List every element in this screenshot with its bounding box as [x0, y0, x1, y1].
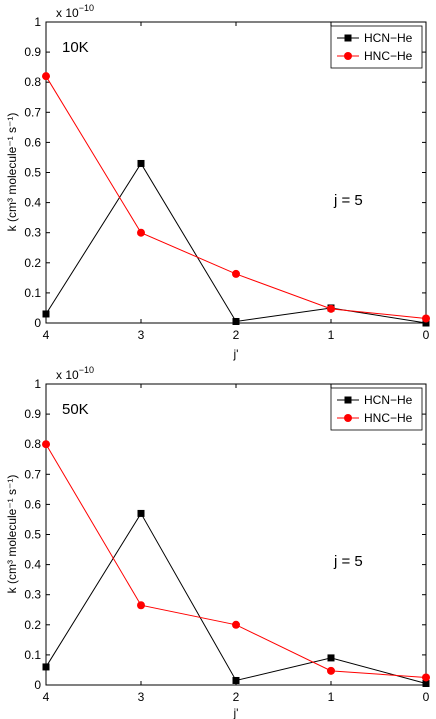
chart-2-y-tick-label: 0.5	[24, 528, 41, 542]
chart-1-y-tick-label: 0.1	[24, 286, 41, 300]
chart-2-y-tick-label: 0.6	[24, 497, 41, 511]
chart-2-x-tick-label: 1	[328, 690, 335, 704]
chart-1-hnc-point	[327, 304, 335, 313]
chart-2-panel-label: 50K	[62, 401, 89, 418]
chart-2-hcn-point	[327, 654, 335, 662]
chart-2-y-tick-label: 0.3	[24, 588, 41, 602]
chart-2-y-tick-label: 0.7	[24, 467, 41, 481]
chart-1-y-tick-label: 0.8	[24, 75, 41, 89]
chart-1-y-tick-label: 0.4	[24, 196, 41, 210]
chart-1-legend-hcn-label: HCN−He	[364, 31, 413, 45]
chart-1-hcn-point	[42, 310, 50, 318]
chart-panel-2: 0 0.1 0.2 0.3 0.4 0.5 0.6 0.7 0.8 0.9 1 4 3 2 1 0 x 10…	[5, 365, 430, 719]
chart-2-legend-box	[330, 387, 423, 431]
chart-1-y-tick-label: 0.5	[24, 166, 41, 180]
chart-1-legend-box	[330, 25, 423, 69]
chart-1-hcn-point	[422, 319, 430, 327]
chart-2-x-tick-label: 3	[138, 690, 145, 704]
chart-1-y-axis-label: k (cm³ molecule⁻¹ s⁻¹)	[5, 113, 19, 232]
chart-2-hcn-point	[137, 509, 145, 517]
chart-1-y-tick-label: 0.7	[24, 105, 41, 119]
chart-1-legend-hnc-label: HNC−He	[364, 49, 413, 63]
chart-2-hcn-point	[42, 663, 50, 671]
chart-2-y-ticks: 0 0.1 0.2 0.3 0.4 0.5 0.6 0.7 0.8 0.9 1	[24, 377, 426, 692]
chart-1-legend-hcn-marker	[344, 34, 352, 42]
chart-1-hnc-point	[42, 72, 50, 81]
chart-1-x-tick-label: 4	[43, 328, 50, 342]
chart-2-y-scale-label: x 10−10	[56, 365, 94, 382]
chart-1-hnc-point	[422, 314, 430, 323]
chart-2-y-tick-label: 0.8	[24, 437, 41, 451]
chart-2-y-axis-label: k (cm³ molecule⁻¹ s⁻¹)	[5, 475, 19, 594]
chart-2-x-tick-label: 2	[233, 690, 240, 704]
chart-1-hnc-point	[232, 269, 240, 278]
chart-1-y-tick-label: 0.9	[24, 45, 41, 59]
chart-2-x-axis-label: j'	[233, 706, 239, 719]
chart-1-hcn-point	[232, 317, 240, 325]
chart-1-y-tick-label: 0.6	[24, 135, 41, 149]
chart-1-x-tick-label: 0	[423, 328, 430, 342]
chart-1-y-ticks: 0 0.1 0.2 0.3 0.4 0.5 0.6 0.7 0.8 0.9 1	[24, 15, 426, 330]
chart-2-hcn-point	[232, 676, 240, 684]
chart-2-y-tick-label: 0.1	[24, 648, 41, 662]
chart-2-legend: HCN−He HNC−He	[330, 387, 423, 431]
chart-2-legend-hcn-label: HCN−He	[364, 393, 413, 407]
chart-1-series	[42, 72, 430, 327]
chart-2-y-tick-label: 1	[34, 377, 41, 391]
chart-1-legend-hnc-marker	[344, 52, 352, 60]
chart-2-hcn-point	[422, 679, 430, 687]
chart-2-x-tick-label: 0	[423, 690, 430, 704]
chart-2-y-tick-label: 0	[34, 678, 41, 692]
chart-1-annotation: j = 5	[333, 192, 363, 209]
chart-1-y-tick-label: 0	[34, 316, 41, 330]
chart-1-panel-label: 10K	[62, 39, 89, 56]
chart-1-y-scale-exponent: −10	[79, 3, 94, 13]
chart-2-y-tick-label: 0.9	[24, 407, 41, 421]
chart-2-legend-hcn-marker	[344, 396, 352, 404]
chart-1-hnc-point	[137, 228, 145, 237]
chart-2-y-tick-label: 0.4	[24, 558, 41, 572]
chart-2-hnc-point	[137, 601, 145, 610]
chart-2-x-tick-label: 4	[43, 690, 50, 704]
chart-2-legend-hnc-label: HNC−He	[364, 411, 413, 425]
chart-2-annotation: j = 5	[333, 553, 363, 570]
chart-1-legend: HCN−He HNC−He	[330, 25, 423, 69]
chart-2-hnc-point	[232, 620, 240, 629]
chart-1-x-tick-label: 1	[328, 328, 335, 342]
chart-2-series	[42, 440, 430, 687]
chart-1-x-tick-label: 3	[138, 328, 145, 342]
chart-1-y-tick-label: 0.2	[24, 256, 41, 270]
chart-2-legend-hnc-marker	[344, 414, 352, 422]
chart-2-y-tick-label: 0.2	[24, 618, 41, 632]
chart-1-y-scale-label: x 10−10	[56, 3, 94, 20]
chart-2-hnc-point	[42, 440, 50, 449]
chart-1-x-tick-label: 2	[233, 328, 240, 342]
chart-2-hnc-point	[422, 673, 430, 682]
chart-2-hnc-point	[327, 666, 335, 675]
chart-panel-1: 0 0.1 0.2 0.3 0.4 0.5 0.6 0.7 0.8 0.9 1 4 3 2 1 0 x 10…	[5, 3, 430, 361]
chart-1-y-tick-label: 1	[34, 15, 41, 29]
chart-1-x-axis-label: j'	[233, 347, 239, 361]
chart-1-y-tick-label: 0.3	[24, 226, 41, 240]
chart-2-y-scale-exponent: −10	[79, 365, 94, 375]
chart-1-hcn-point	[137, 159, 145, 167]
